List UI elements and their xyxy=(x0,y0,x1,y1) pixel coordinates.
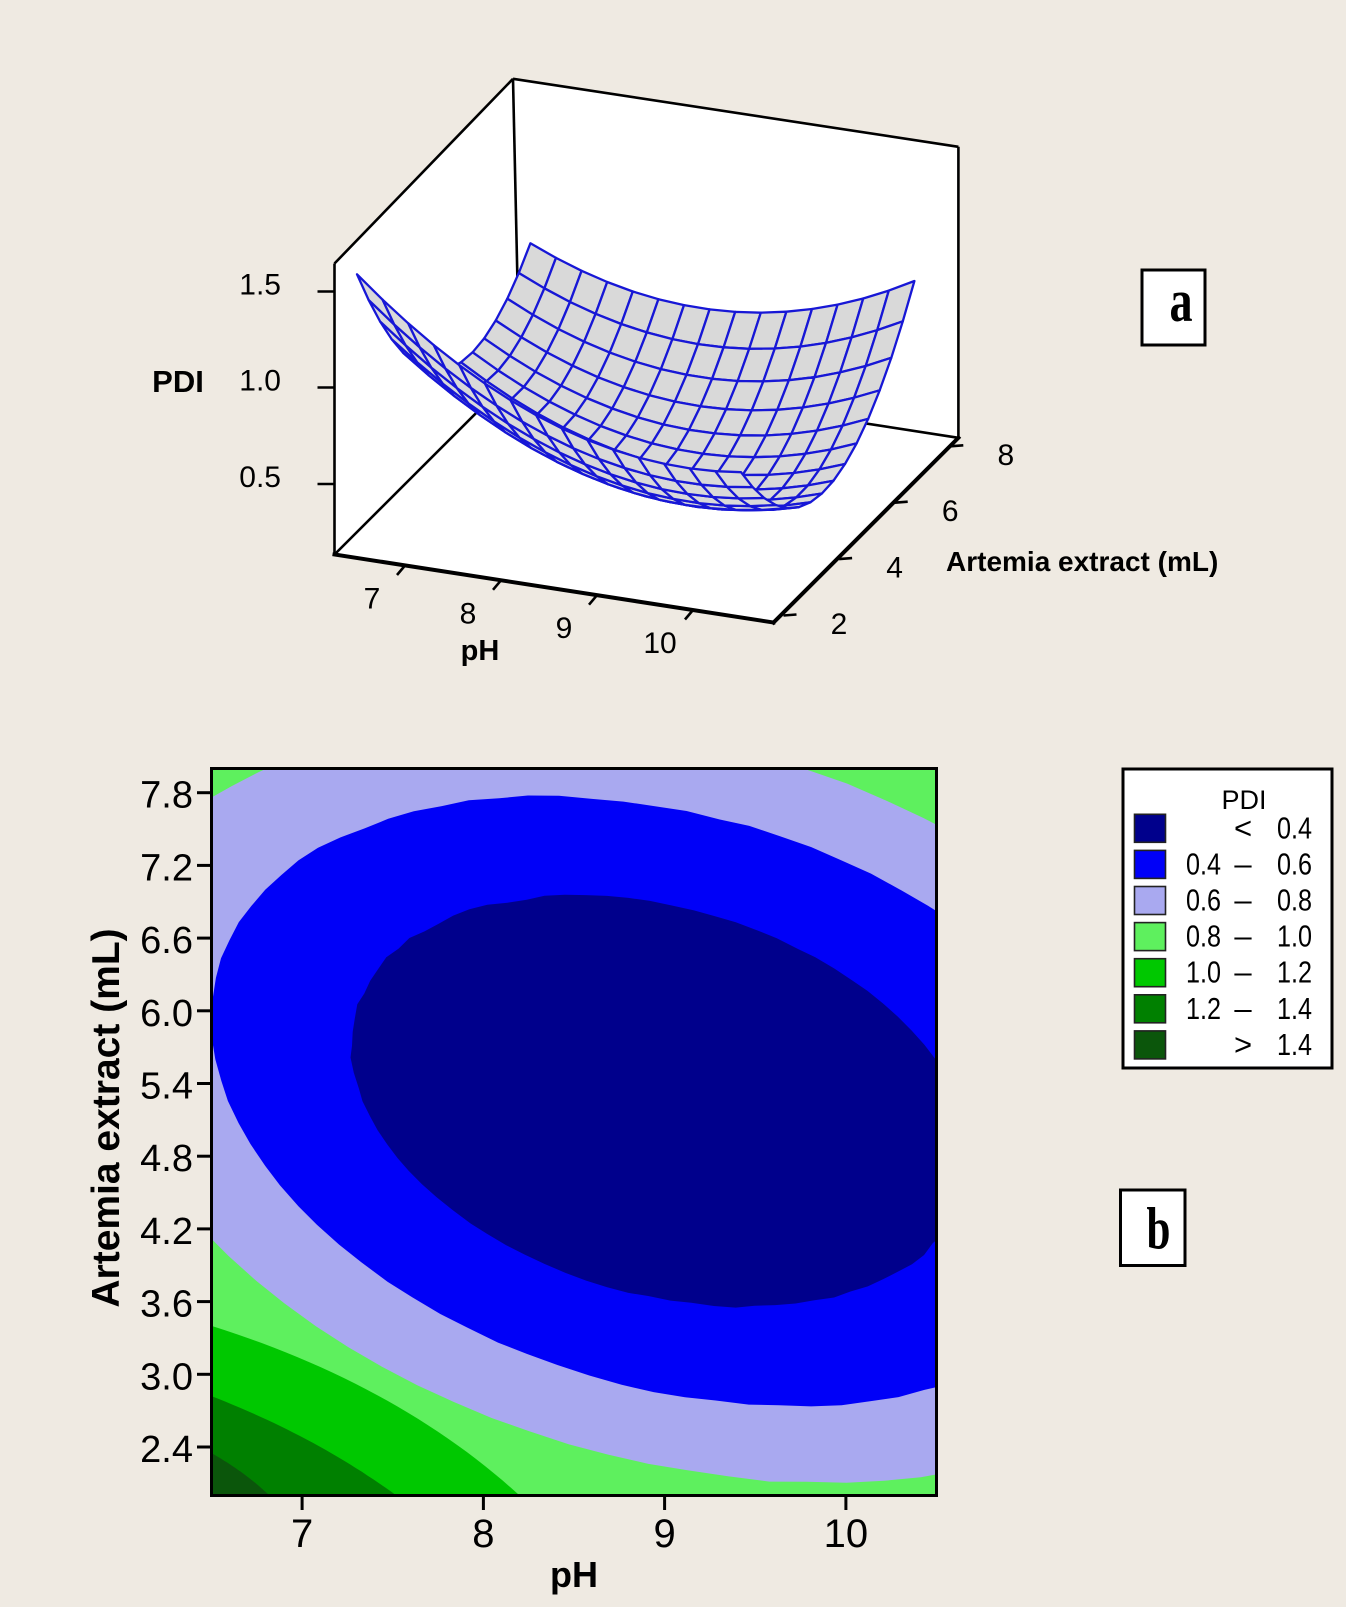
svg-text:a: a xyxy=(1169,267,1192,334)
svg-text:0.6: 0.6 xyxy=(1186,883,1221,918)
svg-text:Artemia extract (mL): Artemia extract (mL) xyxy=(946,546,1218,577)
svg-text:<: < xyxy=(1234,810,1252,845)
svg-text:1.2: 1.2 xyxy=(1186,991,1221,1026)
svg-text:4.2: 4.2 xyxy=(140,1211,193,1253)
svg-text:1.0: 1.0 xyxy=(239,365,281,398)
svg-text:4: 4 xyxy=(886,552,903,585)
svg-text:1.5: 1.5 xyxy=(239,269,281,302)
svg-text:7.2: 7.2 xyxy=(140,847,193,889)
svg-text:2: 2 xyxy=(831,608,848,641)
svg-text:8: 8 xyxy=(472,1512,494,1556)
svg-text:0.4: 0.4 xyxy=(1186,846,1221,881)
svg-text:1.0: 1.0 xyxy=(1277,919,1312,954)
svg-text:3.0: 3.0 xyxy=(140,1356,193,1398)
svg-text:9: 9 xyxy=(556,612,573,645)
svg-text:–: – xyxy=(1234,991,1252,1026)
svg-text:7: 7 xyxy=(291,1512,313,1556)
svg-text:pH: pH xyxy=(550,1554,598,1595)
svg-text:7: 7 xyxy=(364,583,381,616)
svg-text:0.8: 0.8 xyxy=(1186,919,1221,954)
svg-text:–: – xyxy=(1234,955,1252,990)
svg-text:3.6: 3.6 xyxy=(140,1284,193,1326)
svg-text:0.5: 0.5 xyxy=(239,461,281,494)
svg-text:6.6: 6.6 xyxy=(140,920,193,962)
svg-text:9: 9 xyxy=(653,1512,675,1556)
svg-text:1.2: 1.2 xyxy=(1277,955,1312,990)
svg-text:–: – xyxy=(1234,919,1252,954)
svg-text:8: 8 xyxy=(460,597,477,630)
svg-text:0.4: 0.4 xyxy=(1277,810,1312,845)
svg-text:7.8: 7.8 xyxy=(140,775,193,817)
svg-text:>: > xyxy=(1234,1027,1252,1062)
svg-text:–: – xyxy=(1234,883,1252,918)
svg-text:10: 10 xyxy=(824,1512,869,1556)
svg-text:2.4: 2.4 xyxy=(140,1429,193,1471)
svg-text:PDI: PDI xyxy=(1221,785,1266,815)
svg-text:0.6: 0.6 xyxy=(1277,846,1312,881)
svg-text:6.0: 6.0 xyxy=(140,993,193,1035)
svg-text:PDI: PDI xyxy=(152,364,204,399)
svg-text:10: 10 xyxy=(643,627,676,660)
svg-text:1.0: 1.0 xyxy=(1186,955,1221,990)
svg-text:6: 6 xyxy=(942,495,959,528)
svg-text:0.8: 0.8 xyxy=(1277,883,1312,918)
svg-text:1.4: 1.4 xyxy=(1277,991,1312,1026)
svg-text:4.8: 4.8 xyxy=(140,1138,193,1180)
svg-text:–: – xyxy=(1234,846,1252,881)
svg-text:Artemia extract (mL): Artemia extract (mL) xyxy=(85,928,128,1307)
svg-text:b: b xyxy=(1147,1197,1171,1262)
svg-text:5.4: 5.4 xyxy=(140,1066,193,1108)
svg-text:1.4: 1.4 xyxy=(1277,1027,1312,1062)
svg-text:8: 8 xyxy=(997,439,1014,472)
svg-text:pH: pH xyxy=(461,635,500,667)
